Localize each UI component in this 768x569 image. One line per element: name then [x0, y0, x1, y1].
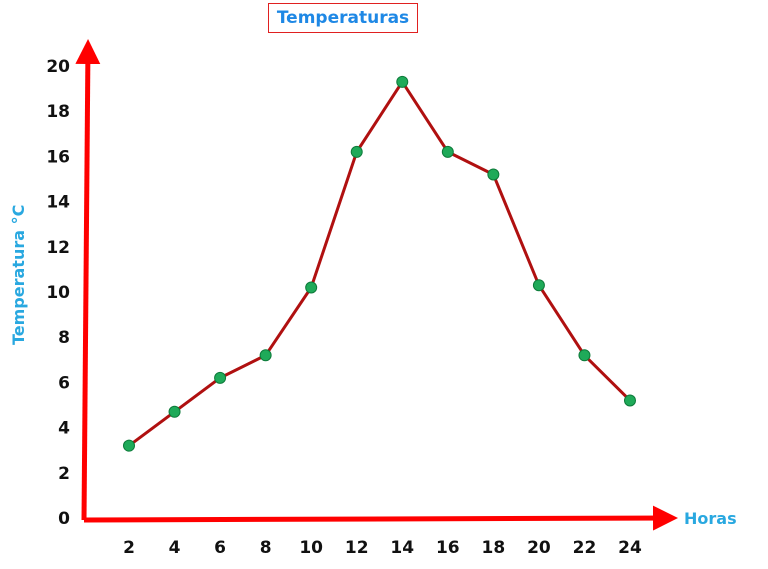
y-tick-label: 4: [58, 419, 70, 439]
series-line: [128, 80, 632, 447]
x-tick-labels: 2 4 6 8 10 12 14 16 18 20 22 24: [123, 538, 642, 558]
y-axis-title: Temperatura °C: [9, 205, 28, 345]
data-point: [487, 168, 500, 181]
x-tick-label: 18: [482, 538, 506, 558]
chart-title: Temperaturas: [276, 8, 410, 28]
data-point: [624, 394, 636, 407]
data-point: [578, 349, 591, 362]
data-point: [123, 439, 135, 452]
x-tick-label: 12: [345, 538, 369, 558]
y-tick-label: 16: [46, 147, 70, 167]
y-tick-label: 8: [58, 328, 70, 348]
y-tick-labels: 0 2 4 6 8 10 12 14 16 18 20: [46, 57, 70, 529]
x-tick-label: 16: [436, 538, 460, 558]
y-tick-label: 14: [46, 193, 70, 213]
data-point: [214, 371, 227, 384]
x-axis-line: [83, 505, 678, 531]
series-temperature: [128, 80, 632, 447]
axes: [75, 39, 678, 531]
y-tick-label: 2: [58, 464, 70, 484]
x-tick-label: 4: [169, 538, 181, 558]
x-tick-label: 22: [573, 538, 597, 558]
data-point: [532, 279, 545, 292]
y-tick-label: 6: [58, 373, 70, 393]
x-axis-title: Horas: [684, 509, 737, 528]
y-tick-label: 0: [58, 509, 70, 529]
data-markers: [123, 75, 636, 452]
y-tick-label: 18: [46, 102, 70, 122]
chart-title-box: Temperaturas: [268, 3, 418, 33]
data-point: [350, 145, 363, 158]
x-tick-label: 24: [618, 538, 642, 558]
y-axis-line: [75, 39, 101, 521]
data-point: [441, 145, 454, 158]
x-tick-label: 6: [214, 538, 226, 558]
data-point: [396, 75, 409, 88]
y-tick-label: 12: [46, 238, 70, 258]
data-point: [305, 281, 318, 294]
x-tick-label: 14: [390, 538, 414, 558]
x-tick-label: 10: [299, 538, 323, 558]
data-point: [259, 349, 272, 362]
x-tick-label: 8: [260, 538, 272, 558]
data-point: [168, 405, 181, 418]
y-tick-label: 20: [46, 57, 70, 77]
y-tick-label: 10: [46, 283, 70, 303]
x-tick-label: 20: [527, 538, 551, 558]
x-tick-label: 2: [123, 538, 135, 558]
